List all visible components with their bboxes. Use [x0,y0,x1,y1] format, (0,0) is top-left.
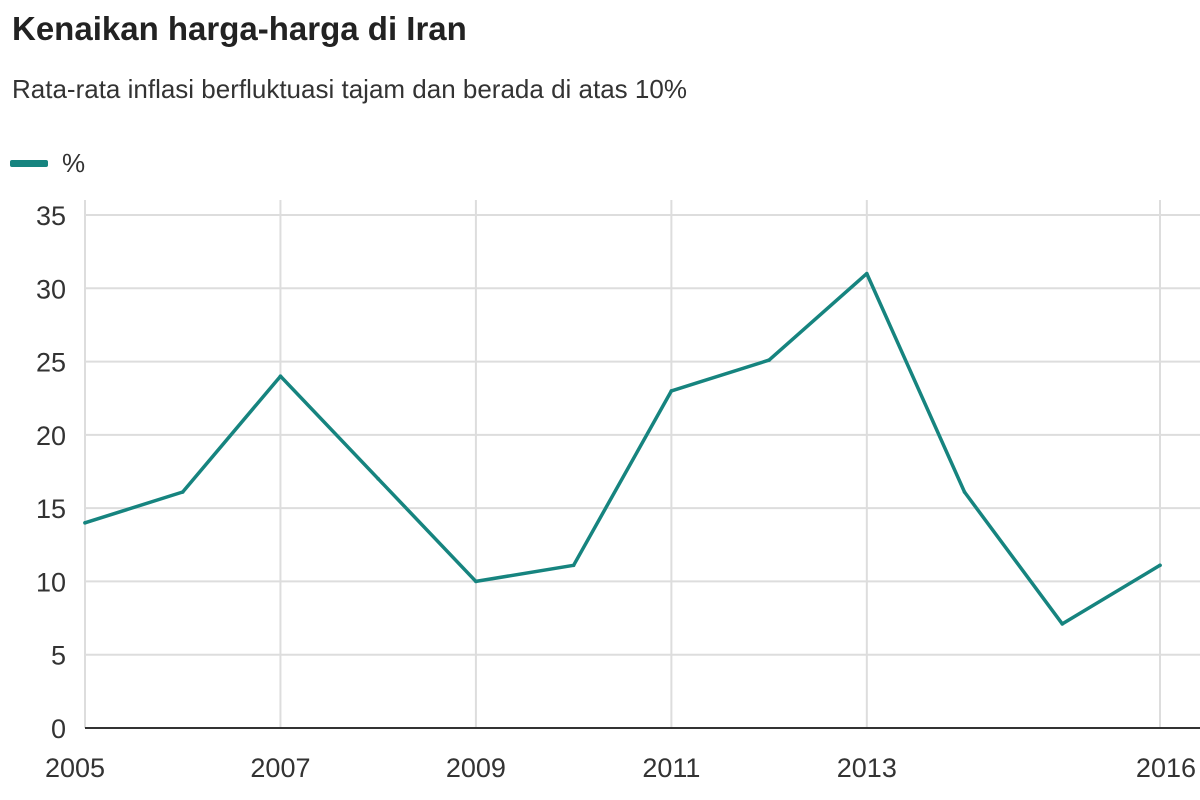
data-point [571,563,576,568]
y-tick-label: 5 [51,641,66,671]
chart-title: Kenaikan harga-harga di Iran [12,10,467,47]
data-point [474,579,478,584]
x-tick-label: 2016 [1136,753,1196,783]
x-tick-label: 2007 [250,753,310,783]
legend-swatch [10,159,48,167]
y-tick-label: 25 [36,348,66,378]
data-point [376,477,380,481]
y-tick-label: 30 [36,274,66,304]
y-tick-label: 15 [36,494,66,524]
data-point [865,271,869,276]
legend: % [10,148,85,178]
y-tick-label: 35 [36,201,66,231]
data-point [1158,563,1162,568]
chart-subtitle: Rata-rata inflasi berfluktuasi tajam dan… [12,74,687,104]
x-tick-label: 2009 [446,753,506,783]
series-layer [83,271,1162,626]
y-tick-label: 20 [36,421,66,451]
y-tick-label: 10 [36,567,66,597]
data-point [669,389,674,393]
data-point [1060,622,1065,626]
data-point [962,490,967,494]
grid-layer [84,200,1200,728]
x-tick-label: 2005 [45,753,105,783]
data-point [278,374,283,379]
series-line [83,271,1162,626]
legend-label: % [62,147,86,178]
data-point [767,358,771,362]
tick-label-layer: 0 5 10 15 20 25 30 35 2005 2007 2009 2011 2013 2016 [36,201,1196,783]
data-point [83,521,87,525]
y-tick-label: 0 [51,714,66,744]
x-tick-label: 2013 [837,753,897,783]
x-tick-label: 2011 [642,753,700,783]
data-point [180,490,185,494]
